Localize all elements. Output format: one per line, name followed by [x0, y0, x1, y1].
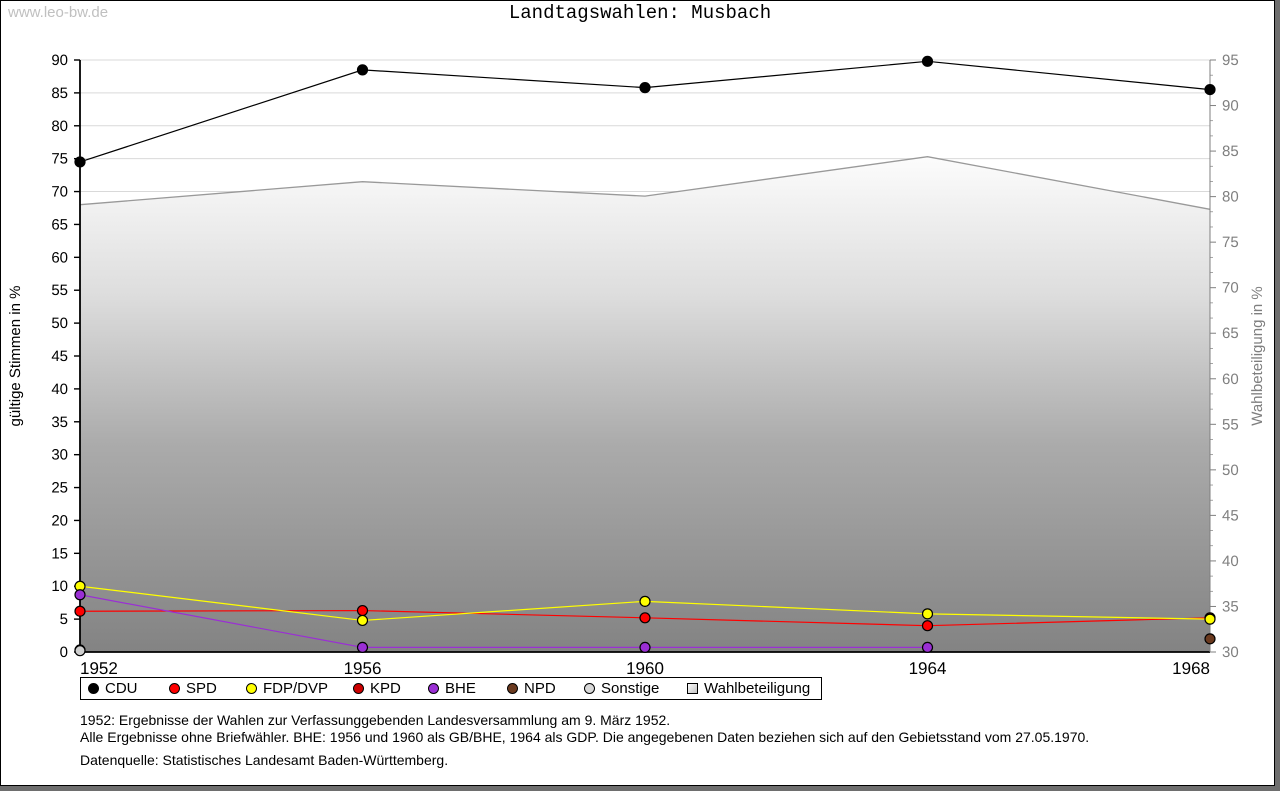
- svg-text:5: 5: [60, 611, 68, 628]
- svg-text:45: 45: [51, 348, 68, 365]
- svg-text:70: 70: [51, 184, 68, 201]
- svg-text:55: 55: [51, 282, 68, 299]
- svg-text:35: 35: [51, 414, 68, 431]
- svg-text:40: 40: [51, 381, 68, 398]
- svg-text:60: 60: [51, 249, 68, 266]
- svg-text:45: 45: [1222, 507, 1239, 524]
- svg-text:1956: 1956: [344, 659, 382, 678]
- svg-text:90: 90: [1222, 98, 1239, 115]
- svg-text:80: 80: [1222, 189, 1239, 206]
- svg-text:60: 60: [1222, 371, 1239, 388]
- svg-text:65: 65: [51, 216, 68, 233]
- svg-text:1952: 1952: [80, 659, 118, 678]
- svg-text:50: 50: [51, 315, 68, 332]
- svg-text:50: 50: [1222, 462, 1239, 479]
- svg-text:80: 80: [51, 118, 68, 135]
- svg-text:75: 75: [51, 151, 68, 168]
- svg-text:40: 40: [1222, 553, 1239, 570]
- svg-text:10: 10: [51, 578, 68, 595]
- svg-text:1960: 1960: [626, 659, 664, 678]
- svg-text:20: 20: [51, 512, 68, 529]
- svg-text:1968: 1968: [1172, 659, 1210, 678]
- svg-text:75: 75: [1222, 234, 1239, 251]
- svg-text:70: 70: [1222, 280, 1239, 297]
- svg-text:Wahlbeteiligung in %: Wahlbeteiligung in %: [1249, 286, 1266, 426]
- svg-text:gültige Stimmen in %: gültige Stimmen in %: [7, 286, 24, 427]
- svg-text:90: 90: [51, 52, 68, 69]
- svg-text:35: 35: [1222, 598, 1239, 615]
- svg-text:30: 30: [1222, 644, 1239, 661]
- svg-text:85: 85: [51, 85, 68, 102]
- svg-text:85: 85: [1222, 143, 1239, 160]
- svg-text:65: 65: [1222, 325, 1239, 342]
- svg-text:15: 15: [51, 545, 68, 562]
- svg-text:0: 0: [60, 644, 68, 661]
- svg-text:30: 30: [51, 447, 68, 464]
- svg-text:95: 95: [1222, 52, 1239, 69]
- svg-text:55: 55: [1222, 416, 1239, 433]
- svg-text:25: 25: [51, 480, 68, 497]
- svg-text:1964: 1964: [909, 659, 947, 678]
